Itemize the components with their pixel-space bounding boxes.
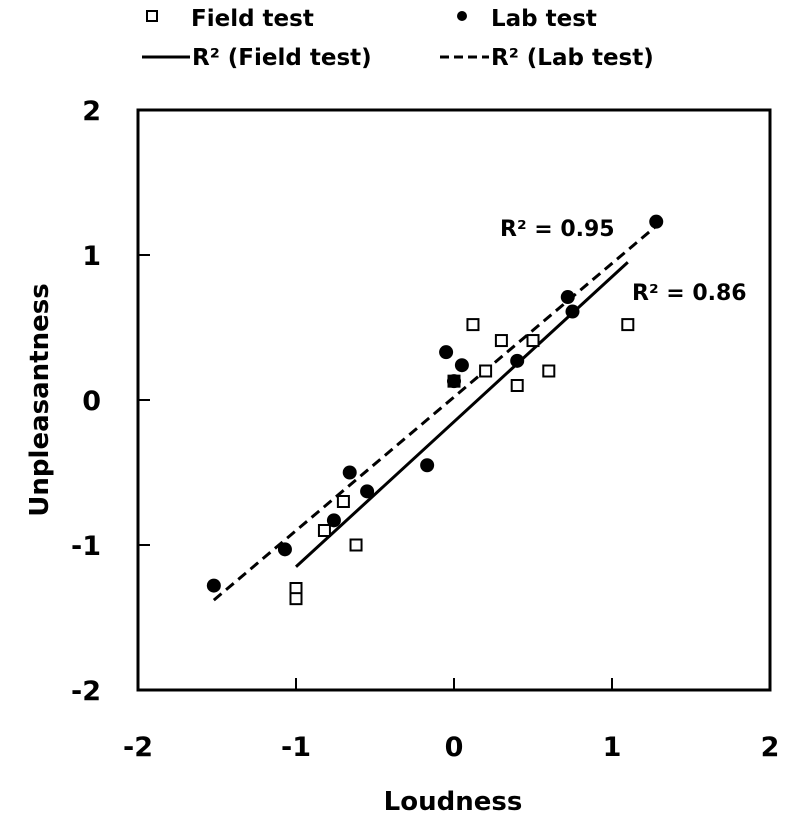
point-lab-test <box>277 542 292 557</box>
point-field-test <box>510 379 524 392</box>
point-field-test <box>466 318 480 332</box>
x-tick-label: -1 <box>281 732 311 763</box>
point-lab-test <box>447 374 461 389</box>
point-field-test <box>494 334 508 348</box>
point-field-test <box>621 318 635 332</box>
y-tick-label: -1 <box>71 531 101 562</box>
y-tick-label: 0 <box>82 386 101 417</box>
axis-ticks: -2 -1 0 1 2 -2 -1 0 1 2 <box>71 96 779 763</box>
r2-label-lab: R² = 0.95 <box>500 217 615 242</box>
point-lab-test <box>206 578 221 593</box>
point-field-test <box>317 524 331 537</box>
point-lab-test <box>342 465 357 480</box>
y-tick-label: -2 <box>71 676 101 707</box>
legend-marker-lab-test <box>457 11 467 21</box>
x-tick-label: 1 <box>603 732 622 763</box>
point-field-test <box>526 334 540 348</box>
point-field-test <box>349 538 363 552</box>
x-axis-title: Loudness <box>384 787 523 817</box>
point-lab-test <box>454 358 469 373</box>
r2-label-field: R² = 0.86 <box>632 281 747 306</box>
point-lab-test <box>360 484 375 499</box>
point-field-test <box>289 592 303 606</box>
y-tick-label: 2 <box>82 96 101 127</box>
legend-marker-field-test <box>146 10 158 22</box>
legend-label-lab-test: Lab test <box>491 6 597 32</box>
point-lab-test <box>565 304 580 319</box>
point-lab-test <box>510 353 525 368</box>
plot-area <box>136 108 772 692</box>
x-tick-label: 0 <box>445 732 464 763</box>
legend: Field test Lab test R² (Field test) R² (… <box>142 6 654 71</box>
point-lab-test <box>439 345 454 360</box>
trendline-lab <box>212 224 658 602</box>
data-points <box>206 214 664 606</box>
point-lab-test <box>560 290 575 305</box>
y-tick-label: 1 <box>82 241 101 272</box>
legend-label-lab-fit: R² (Lab test) <box>491 45 654 71</box>
x-tick-label: 2 <box>761 732 780 763</box>
point-lab-test <box>420 458 435 473</box>
y-axis-title: Unpleasantness <box>25 283 55 516</box>
x-tick-label: -2 <box>123 732 153 763</box>
point-lab-test <box>649 214 664 229</box>
legend-label-field-fit: R² (Field test) <box>192 45 372 71</box>
legend-label-field-test: Field test <box>191 6 314 32</box>
point-field-test <box>479 364 493 378</box>
point-field-test <box>336 495 350 508</box>
point-field-test <box>542 364 556 378</box>
point-lab-test <box>326 513 341 528</box>
